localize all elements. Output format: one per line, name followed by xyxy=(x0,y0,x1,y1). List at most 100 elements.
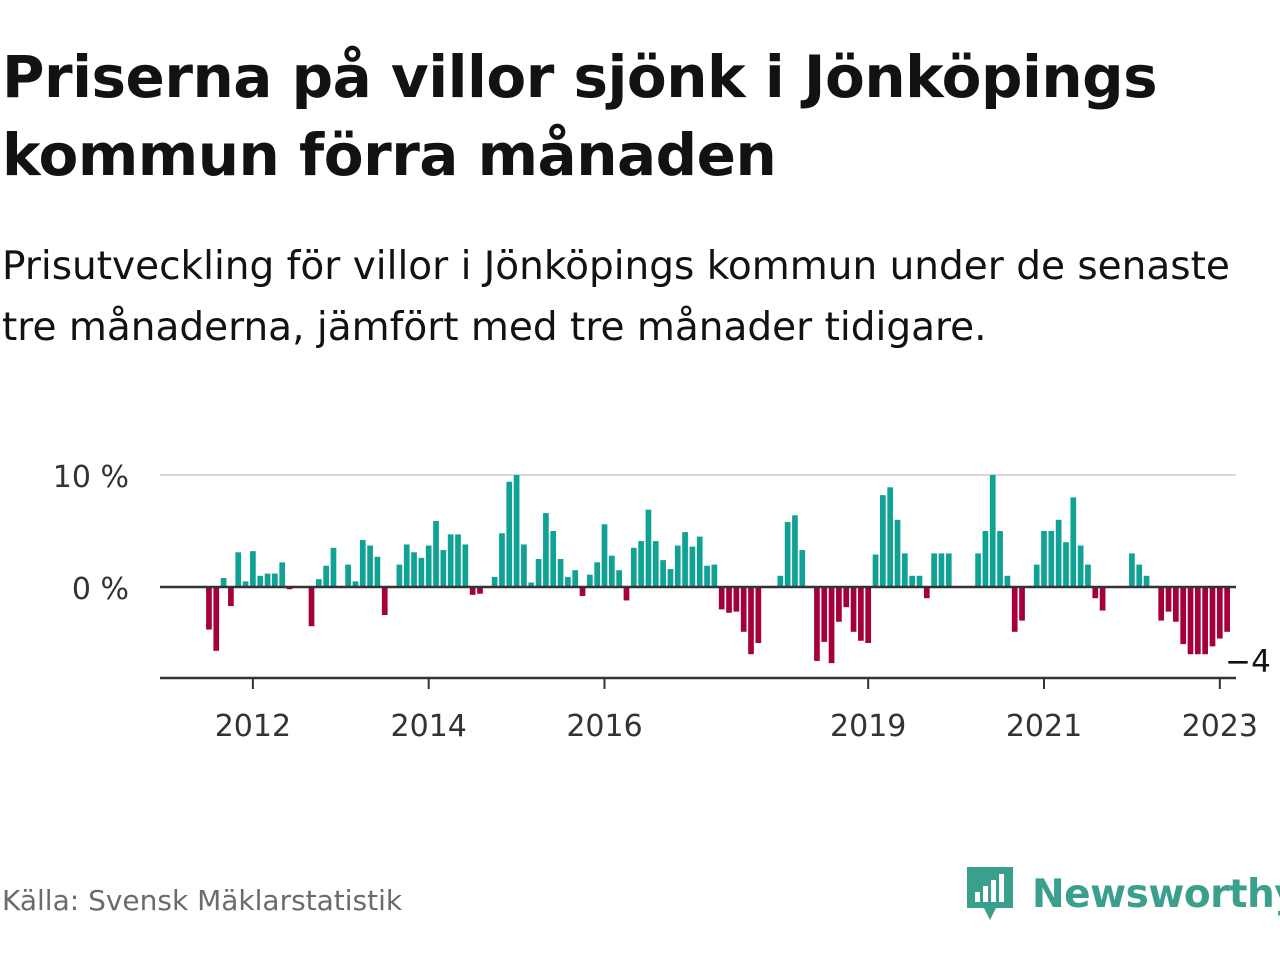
bar xyxy=(359,539,366,587)
bar xyxy=(308,587,315,627)
bar xyxy=(1165,587,1172,612)
bar xyxy=(843,587,850,608)
bar xyxy=(755,587,762,643)
bar xyxy=(228,587,234,607)
bar xyxy=(799,550,806,587)
bar xyxy=(931,553,937,587)
bar xyxy=(279,562,286,587)
bar xyxy=(865,587,872,643)
bar xyxy=(1224,587,1230,632)
bar xyxy=(572,570,579,587)
bar xyxy=(1011,587,1018,632)
bar xyxy=(1019,587,1025,621)
bar xyxy=(740,587,747,632)
bar xyxy=(1180,587,1187,645)
bar xyxy=(748,587,754,655)
bar xyxy=(850,587,857,632)
bar xyxy=(1033,564,1040,587)
bar xyxy=(814,587,820,661)
bar xyxy=(1187,587,1194,655)
bar xyxy=(938,553,945,587)
bar xyxy=(638,541,644,587)
bar xyxy=(323,565,329,587)
bar xyxy=(565,576,571,587)
bar xyxy=(433,520,439,587)
bar xyxy=(462,544,469,587)
bar xyxy=(674,545,681,587)
bar-series xyxy=(206,475,1230,664)
bar xyxy=(1041,531,1047,587)
bar xyxy=(997,531,1003,587)
bar xyxy=(784,522,791,587)
bar xyxy=(1004,575,1011,587)
last-value-label: −4 % xyxy=(1225,644,1280,680)
bar xyxy=(682,532,688,587)
bar xyxy=(616,570,622,587)
chart-title: Priserna på villor sjönk i Jönköpings ko… xyxy=(2,43,1158,189)
bar xyxy=(652,541,659,587)
bar xyxy=(1070,497,1077,587)
bar xyxy=(630,547,637,587)
bar xyxy=(887,487,894,587)
bar xyxy=(608,555,615,587)
bar xyxy=(923,587,930,599)
bar xyxy=(1048,531,1055,587)
bar xyxy=(718,587,725,610)
x-tick-label: 2019 xyxy=(830,709,906,744)
bar xyxy=(872,554,879,587)
x-tick-label: 2012 xyxy=(215,709,291,744)
bar xyxy=(836,587,842,622)
bar xyxy=(989,475,996,587)
bar xyxy=(792,515,798,587)
bar xyxy=(330,547,337,587)
bar xyxy=(367,545,373,587)
bar xyxy=(220,578,227,587)
bar xyxy=(418,557,425,587)
bar xyxy=(667,569,674,587)
bar xyxy=(403,544,410,587)
bar xyxy=(1136,564,1143,587)
chart-subtitle: Prisutveckling för villor i Jönköpings k… xyxy=(2,244,1230,350)
bar xyxy=(550,531,557,587)
bar xyxy=(235,552,242,587)
bar xyxy=(257,575,264,587)
bar xyxy=(1209,587,1216,647)
bar xyxy=(396,564,403,587)
bar xyxy=(425,545,432,587)
bar xyxy=(601,524,608,587)
bar xyxy=(726,587,732,613)
bar xyxy=(557,559,564,587)
bar-chart: 0 % 10 % 2012 2014 2016 2019 2021 2023 −4 % xyxy=(53,460,1280,744)
bar xyxy=(623,587,630,601)
bar xyxy=(1085,564,1091,587)
bar xyxy=(352,581,359,587)
bar xyxy=(975,553,981,587)
x-tick-label: 2014 xyxy=(391,709,467,744)
bar xyxy=(315,579,322,587)
bar xyxy=(880,495,886,587)
x-tick-label: 2023 xyxy=(1182,709,1258,744)
bar xyxy=(821,587,828,642)
bar xyxy=(491,576,498,587)
newsworthy-logo[interactable]: Newsworthy xyxy=(964,864,1280,924)
bar xyxy=(1216,587,1223,639)
brand-name: Newsworthy xyxy=(1032,871,1280,917)
bar xyxy=(1129,553,1135,587)
bar xyxy=(1063,542,1069,587)
bar xyxy=(945,553,952,587)
bar xyxy=(777,575,784,587)
x-tick-label: 2021 xyxy=(1006,709,1082,744)
bar xyxy=(528,582,535,587)
bar xyxy=(909,575,915,587)
bar xyxy=(1099,587,1106,611)
bar xyxy=(689,546,696,587)
bar xyxy=(828,587,835,664)
bar xyxy=(543,513,549,587)
bar xyxy=(213,587,220,651)
bar xyxy=(374,556,381,587)
bar xyxy=(264,573,271,587)
bar xyxy=(733,587,740,612)
bar xyxy=(696,536,703,587)
bar xyxy=(521,544,527,587)
bar xyxy=(711,564,718,587)
